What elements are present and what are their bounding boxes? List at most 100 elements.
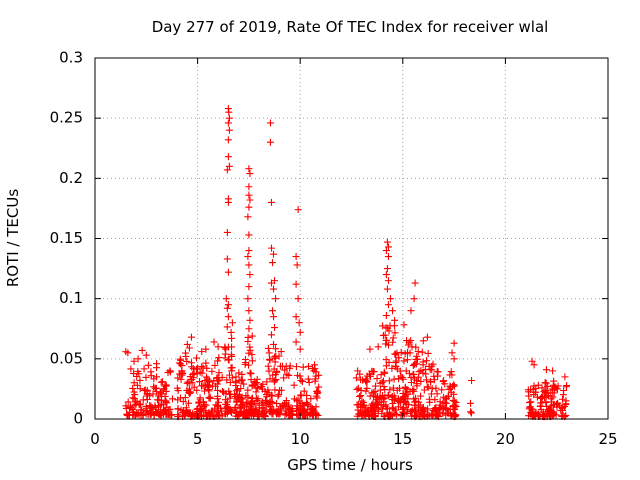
data-point [407, 337, 415, 345]
data-point [147, 368, 155, 376]
data-point [142, 373, 150, 381]
data-point [524, 386, 532, 394]
data-point [393, 386, 401, 394]
data-point [431, 412, 439, 420]
data-point [173, 384, 181, 392]
data-point [250, 378, 258, 386]
data-point [260, 410, 268, 418]
data-point [433, 390, 441, 398]
data-point [391, 316, 399, 324]
data-point [366, 392, 374, 400]
data-point [450, 390, 458, 398]
data-point [401, 383, 409, 391]
data-point [221, 410, 229, 418]
data-point [214, 343, 222, 351]
data-point [550, 410, 558, 418]
data-point [382, 271, 390, 279]
data-point [448, 349, 456, 357]
data-point [224, 313, 232, 321]
data-point [375, 398, 383, 406]
data-point [129, 384, 137, 392]
data-point [245, 261, 253, 269]
data-point [422, 376, 430, 384]
data-point [302, 398, 310, 406]
data-point [405, 338, 413, 346]
data-point [143, 407, 151, 415]
data-point [254, 395, 262, 403]
data-point [271, 377, 279, 385]
data-point [254, 383, 262, 391]
data-point [412, 355, 420, 363]
data-point [370, 407, 378, 415]
data-point [355, 393, 363, 401]
data-point [384, 277, 392, 285]
data-point [248, 332, 256, 340]
data-point [240, 380, 248, 388]
data-point [165, 406, 173, 414]
data-point [431, 376, 439, 384]
data-point [237, 376, 245, 384]
data-point [206, 410, 214, 418]
data-point [270, 313, 278, 321]
data-point [244, 393, 252, 401]
data-point [382, 247, 390, 255]
data-point [267, 244, 275, 252]
data-point [373, 375, 381, 383]
data-point [432, 384, 440, 392]
data-point [376, 386, 384, 394]
y-tick-label: 0.15 [50, 229, 83, 247]
data-point [246, 316, 254, 324]
data-point [562, 397, 570, 405]
data-point [131, 391, 139, 399]
data-point [228, 374, 236, 382]
data-point [297, 376, 305, 384]
data-point [425, 362, 433, 370]
data-point [265, 367, 273, 375]
data-point [130, 357, 138, 365]
data-point [547, 398, 555, 406]
data-point [201, 387, 209, 395]
data-point [181, 394, 189, 402]
data-point [405, 401, 413, 409]
data-point [450, 381, 458, 389]
data-point [430, 372, 438, 380]
data-point [295, 398, 303, 406]
data-point [225, 108, 233, 116]
data-point [204, 386, 212, 394]
data-point [551, 383, 559, 391]
data-point [224, 301, 232, 309]
data-point [312, 392, 320, 400]
data-point [159, 410, 167, 418]
data-point [546, 407, 554, 415]
data-point [389, 338, 397, 346]
data-point [281, 366, 289, 374]
data-point [183, 340, 191, 348]
data-point [391, 329, 399, 337]
data-point [144, 361, 152, 369]
data-point [244, 333, 252, 341]
data-point [214, 386, 222, 394]
data-point [147, 408, 155, 416]
data-point [398, 373, 406, 381]
data-point [388, 392, 396, 400]
data-point [292, 363, 300, 371]
data-point [195, 398, 203, 406]
y-tick-label: 0.1 [59, 289, 83, 307]
data-point [388, 364, 396, 372]
data-point [433, 368, 441, 376]
data-point [248, 351, 256, 359]
data-point [536, 402, 544, 410]
data-point [544, 382, 552, 390]
data-point [314, 411, 322, 419]
data-point [541, 388, 549, 396]
data-point [392, 350, 400, 358]
data-point [389, 334, 397, 342]
data-point [166, 367, 174, 375]
data-point [193, 370, 201, 378]
data-point [530, 361, 538, 369]
data-point [213, 395, 221, 403]
data-point [162, 397, 170, 405]
data-point [542, 366, 550, 374]
data-point [132, 400, 140, 408]
data-point [400, 321, 408, 329]
